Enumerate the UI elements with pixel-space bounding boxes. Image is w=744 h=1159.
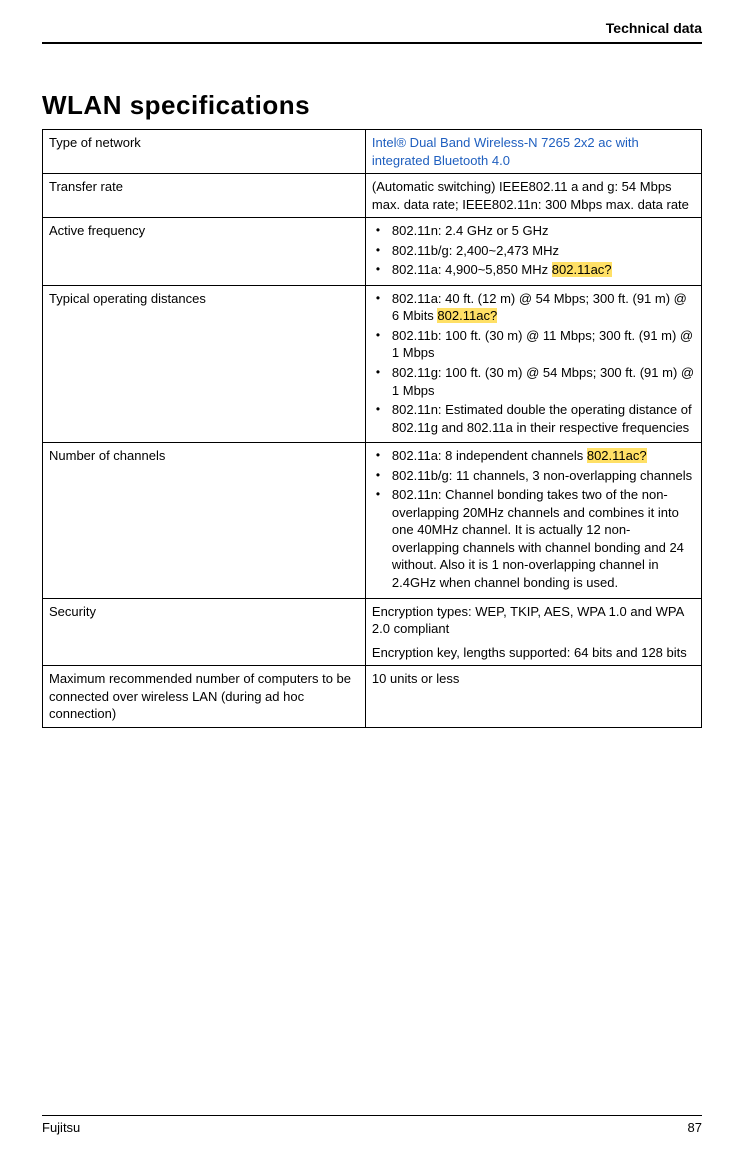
- cell-label: Active frequency: [43, 218, 366, 286]
- list-item: 802.11n: Channel bonding takes two of th…: [372, 486, 695, 591]
- row-type-of-network: Type of network Intel® Dual Band Wireles…: [43, 130, 702, 174]
- list-item: 802.11b/g: 11 channels, 3 non-overlappin…: [372, 467, 695, 485]
- cell-value: Intel® Dual Band Wireless-N 7265 2x2 ac …: [365, 130, 701, 174]
- cell-label: Typical operating distances: [43, 285, 366, 442]
- network-product: Intel® Dual Band Wireless-N 7265 2x2 ac …: [372, 135, 639, 168]
- channels-list: 802.11a: 8 independent channels 802.11ac…: [372, 447, 695, 591]
- footer-page-number: 87: [688, 1120, 702, 1135]
- security-para: Encryption key, lengths supported: 64 bi…: [372, 644, 695, 662]
- footer-brand: Fujitsu: [42, 1120, 80, 1135]
- cell-value: (Automatic switching) IEEE802.11 a and g…: [365, 174, 701, 218]
- list-item: 802.11a: 4,900~5,850 MHz 802.11ac?: [372, 261, 695, 279]
- spec-table: Type of network Intel® Dual Band Wireles…: [42, 129, 702, 728]
- list-item: 802.11g: 100 ft. (30 m) @ 54 Mbps; 300 f…: [372, 364, 695, 399]
- list-item: 802.11b/g: 2,400~2,473 MHz: [372, 242, 695, 260]
- header-rule: [42, 42, 702, 44]
- highlight-annotation: 802.11ac?: [552, 262, 612, 277]
- cell-label: Maximum recommended number of computers …: [43, 666, 366, 728]
- row-number-of-channels: Number of channels 802.11a: 8 independen…: [43, 443, 702, 598]
- row-security: Security Encryption types: WEP, TKIP, AE…: [43, 598, 702, 666]
- cell-label: Security: [43, 598, 366, 666]
- cell-label: Type of network: [43, 130, 366, 174]
- list-item: 802.11n: 2.4 GHz or 5 GHz: [372, 222, 695, 240]
- cell-value: 10 units or less: [365, 666, 701, 728]
- header-section: Technical data: [42, 20, 702, 36]
- list-item: 802.11a: 8 independent channels 802.11ac…: [372, 447, 695, 465]
- list-item: 802.11n: Estimated double the operating …: [372, 401, 695, 436]
- page-title: WLAN specifications: [42, 90, 702, 121]
- cell-value: 802.11a: 40 ft. (12 m) @ 54 Mbps; 300 ft…: [365, 285, 701, 442]
- cell-value: Encryption types: WEP, TKIP, AES, WPA 1.…: [365, 598, 701, 666]
- row-transfer-rate: Transfer rate (Automatic switching) IEEE…: [43, 174, 702, 218]
- cell-label: Transfer rate: [43, 174, 366, 218]
- list-item: 802.11b: 100 ft. (30 m) @ 11 Mbps; 300 f…: [372, 327, 695, 362]
- distance-list: 802.11a: 40 ft. (12 m) @ 54 Mbps; 300 ft…: [372, 290, 695, 436]
- cell-label: Number of channels: [43, 443, 366, 598]
- security-para: Encryption types: WEP, TKIP, AES, WPA 1.…: [372, 603, 695, 638]
- row-active-frequency: Active frequency 802.11n: 2.4 GHz or 5 G…: [43, 218, 702, 286]
- row-max-recommended: Maximum recommended number of computers …: [43, 666, 702, 728]
- page-footer: Fujitsu 87: [42, 1115, 702, 1135]
- cell-value: 802.11a: 8 independent channels 802.11ac…: [365, 443, 701, 598]
- highlight-annotation: 802.11ac?: [587, 448, 647, 463]
- highlight-annotation: 802.11ac?: [437, 308, 497, 323]
- page: Technical data WLAN specifications Type …: [0, 0, 744, 1159]
- row-operating-distances: Typical operating distances 802.11a: 40 …: [43, 285, 702, 442]
- cell-value: 802.11n: 2.4 GHz or 5 GHz 802.11b/g: 2,4…: [365, 218, 701, 286]
- freq-list: 802.11n: 2.4 GHz or 5 GHz 802.11b/g: 2,4…: [372, 222, 695, 279]
- list-item: 802.11a: 40 ft. (12 m) @ 54 Mbps; 300 ft…: [372, 290, 695, 325]
